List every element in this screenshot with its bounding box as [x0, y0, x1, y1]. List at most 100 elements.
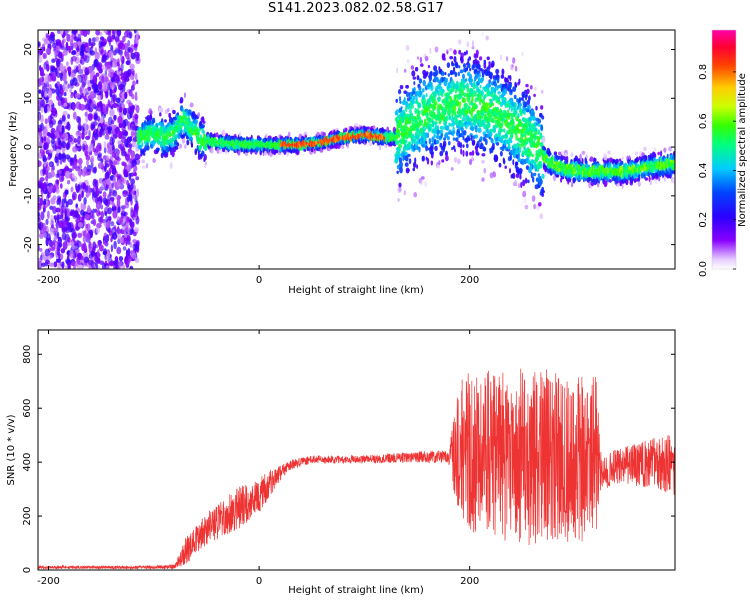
- noise-speck: [65, 264, 69, 269]
- noise-speck: [92, 166, 97, 174]
- noise-speck: [48, 162, 53, 167]
- signal-speck: [511, 64, 514, 68]
- noise-speck: [108, 189, 112, 194]
- noise-speck: [117, 115, 123, 125]
- signal-speck: [441, 77, 444, 82]
- signal-speck: [414, 66, 419, 72]
- signal-speck: [467, 105, 471, 110]
- noise-speck: [83, 54, 87, 62]
- signal-speck: [439, 81, 442, 86]
- noise-speck: [95, 36, 100, 42]
- noise-speck: [133, 30, 137, 34]
- signal-speck: [560, 153, 564, 161]
- signal-speck: [415, 99, 419, 104]
- noise-speck: [61, 198, 65, 208]
- signal-speck: [466, 41, 469, 48]
- signal-speck: [429, 145, 434, 151]
- noise-speck: [102, 191, 107, 199]
- signal-speck: [471, 98, 474, 102]
- noise-speck: [116, 229, 122, 234]
- signal-speck: [454, 89, 457, 94]
- signal-speck: [541, 136, 546, 144]
- noise-speck: [122, 35, 126, 43]
- signal-speck: [514, 180, 518, 186]
- signal-speck: [221, 129, 226, 137]
- signal-speck: [514, 102, 517, 109]
- noise-speck: [82, 122, 88, 128]
- signal-speck: [524, 204, 529, 210]
- signal-speck: [423, 97, 426, 104]
- signal-speck: [213, 132, 216, 139]
- signal-speck: [499, 150, 503, 157]
- signal-speck: [540, 105, 544, 110]
- noise-speck: [81, 93, 84, 98]
- noise-speck: [97, 95, 102, 101]
- signal-speck: [468, 56, 472, 61]
- noise-speck: [114, 36, 120, 42]
- signal-speck: [412, 76, 417, 80]
- signal-speck: [474, 134, 478, 139]
- noise-speck: [40, 211, 45, 221]
- signal-speck: [413, 81, 416, 86]
- noise-speck: [98, 211, 101, 216]
- signal-speck: [443, 108, 448, 113]
- signal-speck: [456, 100, 460, 107]
- noise-speck: [103, 49, 107, 57]
- noise-speck: [131, 105, 135, 113]
- noise-speck: [127, 247, 131, 257]
- noise-speck: [71, 209, 75, 218]
- signal-speck: [436, 125, 439, 131]
- noise-speck: [109, 108, 114, 117]
- signal-speck: [202, 130, 205, 136]
- signal-speck: [346, 142, 349, 149]
- signal-speck: [471, 101, 474, 107]
- noise-speck: [70, 158, 75, 166]
- noise-speck: [90, 250, 95, 256]
- noise-speck: [58, 173, 64, 183]
- noise-speck: [129, 265, 134, 269]
- signal-speck: [473, 79, 476, 86]
- noise-speck: [118, 106, 123, 113]
- noise-speck: [77, 63, 82, 71]
- noise-speck: [129, 194, 133, 202]
- signal-speck: [442, 53, 446, 59]
- signal-speck: [510, 105, 513, 113]
- noise-speck: [74, 36, 80, 42]
- signal-speck: [484, 102, 489, 108]
- signal-speck: [462, 97, 466, 104]
- signal-speck: [486, 128, 490, 134]
- signal-speck: [405, 91, 410, 98]
- noise-speck: [86, 30, 91, 35]
- signal-speck: [473, 90, 477, 97]
- signal-speck: [441, 159, 445, 163]
- signal-speck: [448, 122, 451, 127]
- signal-speck: [446, 62, 451, 68]
- noise-speck: [106, 170, 110, 178]
- noise-speck: [87, 124, 91, 132]
- signal-speck: [516, 142, 520, 149]
- signal-speck: [449, 69, 454, 76]
- signal-speck: [517, 113, 520, 119]
- noise-speck: [71, 33, 75, 40]
- signal-speck: [148, 120, 152, 125]
- noise-speck: [81, 81, 86, 88]
- noise-speck: [61, 114, 66, 122]
- noise-speck: [81, 73, 86, 79]
- noise-speck: [38, 100, 41, 108]
- signal-speck: [405, 84, 409, 89]
- noise-speck: [134, 194, 138, 203]
- signal-speck: [541, 89, 544, 94]
- signal-speck: [507, 145, 511, 150]
- signal-speck: [341, 144, 345, 150]
- signal-speck: [563, 156, 567, 161]
- noise-speck: [43, 105, 48, 114]
- noise-speck: [50, 127, 56, 134]
- signal-speck: [403, 139, 408, 144]
- noise-speck: [60, 76, 63, 82]
- noise-speck: [46, 132, 51, 137]
- signal-speck: [485, 35, 490, 41]
- signal-speck: [138, 144, 142, 149]
- noise-speck: [129, 136, 133, 142]
- noise-speck: [116, 77, 120, 82]
- noise-speck: [42, 156, 48, 162]
